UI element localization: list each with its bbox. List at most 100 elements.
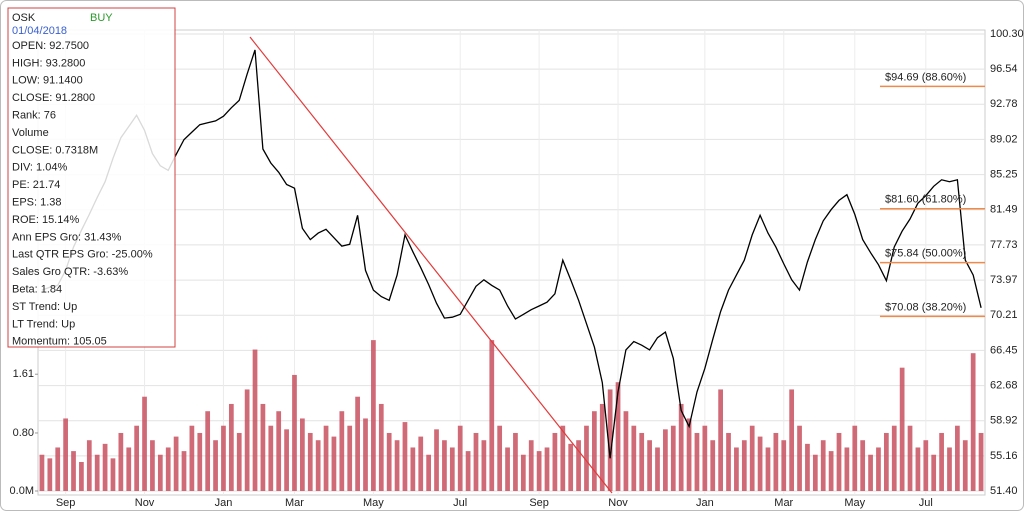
- info-line: Ann EPS Gro: 31.43%: [12, 231, 122, 243]
- x-tick-label: Nov: [135, 497, 155, 509]
- info-line: CLOSE: 91.2800: [12, 92, 95, 104]
- volume-bar: [734, 447, 739, 491]
- volume-bar: [876, 447, 881, 491]
- signal: BUY: [90, 12, 113, 24]
- volume-bar: [126, 447, 132, 491]
- x-tick-label: Nov: [608, 497, 628, 509]
- volume-bar: [860, 440, 866, 491]
- x-tick-label: Jan: [696, 497, 714, 509]
- trend-line: [249, 36, 613, 494]
- volume-bar: [773, 432, 779, 491]
- volume-bar: [165, 447, 171, 491]
- volume-bar: [189, 425, 195, 491]
- volume-bar: [94, 454, 100, 491]
- volume-bar: [678, 403, 684, 491]
- y-tick-label: 0.0M: [10, 485, 34, 497]
- fib-label: $75.84 (50.00%): [885, 247, 966, 259]
- volume-bar: [726, 432, 731, 491]
- volume-bar: [213, 440, 218, 491]
- volume-bar: [339, 411, 345, 491]
- x-tick-label: May: [844, 497, 865, 509]
- x-tick-label: Jan: [215, 497, 233, 509]
- volume-bar: [931, 454, 937, 491]
- volume-bar: [355, 396, 360, 491]
- volume-bar: [426, 454, 432, 491]
- volume-bar: [883, 432, 889, 491]
- volume-bar: [852, 425, 858, 491]
- volume-bar: [520, 454, 526, 491]
- volume-bar: [528, 440, 534, 491]
- volume-bar: [599, 403, 605, 491]
- x-tick-label: Mar: [774, 497, 793, 509]
- volume-bar: [410, 447, 416, 491]
- info-line: Beta: 1.84: [12, 284, 62, 296]
- price-line: [41, 49, 982, 459]
- y-tick-label: 0.80: [13, 427, 34, 439]
- y-tick-label: 1.61: [13, 368, 34, 380]
- volume-bar: [142, 396, 147, 491]
- volume-bar: [378, 403, 384, 491]
- volume-bar: [899, 367, 905, 491]
- volume-bar: [947, 447, 952, 491]
- volume-bar: [244, 389, 250, 491]
- volume-bar: [710, 440, 716, 491]
- volume-bar: [615, 382, 621, 491]
- volume-bar: [371, 340, 376, 491]
- volume-bar: [150, 440, 155, 491]
- info-line: Volume: [12, 127, 49, 139]
- volume-bar: [457, 425, 463, 491]
- info-line: Last QTR EPS Gro: -25.00%: [12, 249, 153, 261]
- volume-bar: [465, 451, 471, 491]
- volume-bar: [647, 440, 652, 491]
- info-box: OSK BUY 01/04/2018 OPEN: 92.7500 HIGH: 93…: [7, 7, 176, 348]
- volume-bar: [110, 458, 116, 491]
- volume-bar: [292, 374, 297, 491]
- plot-area: [37, 29, 986, 496]
- info-line: LOW: 91.1400: [12, 75, 83, 87]
- info-line: DIV: 1.04%: [12, 162, 67, 174]
- volume-bar: [694, 432, 700, 491]
- x-tick-label: Sep: [529, 497, 549, 509]
- volume-bar: [473, 432, 479, 491]
- fib-label: $81.60 (61.80%): [885, 194, 966, 206]
- y2-tick-label: 62.68: [990, 379, 1018, 391]
- volume-bars: [39, 340, 984, 491]
- volume-bar: [276, 411, 282, 491]
- y2-tick-label: 70.21: [990, 309, 1018, 321]
- volume-bar: [157, 454, 163, 491]
- volume-bar: [118, 432, 124, 491]
- volume-bar: [260, 403, 266, 491]
- info-line: CLOSE: 0.7318M: [12, 144, 98, 156]
- x-tick-label: Sep: [56, 497, 76, 509]
- volume-bar: [820, 440, 826, 491]
- volume-bar: [552, 432, 558, 491]
- volume-bar: [173, 436, 179, 491]
- volume-bar: [781, 440, 787, 491]
- volume-bar: [891, 425, 897, 491]
- info-line: LT Trend: Up: [12, 318, 75, 330]
- volume-bar: [623, 411, 629, 491]
- y2-tick-label: 85.25: [990, 169, 1018, 181]
- x-tick-label: Mar: [285, 497, 304, 509]
- x-tick-label: Jul: [919, 497, 933, 509]
- volume-bar: [607, 389, 613, 491]
- info-line: PE: 21.74: [12, 179, 60, 191]
- volume-bar: [544, 447, 550, 491]
- volume-bar: [765, 447, 771, 491]
- volume-bar: [663, 429, 668, 491]
- volume-bar: [315, 440, 321, 491]
- volume-bar: [181, 451, 187, 491]
- fib-label: $70.08 (38.20%): [885, 301, 966, 313]
- volume-bar: [505, 447, 510, 491]
- volume-bar: [55, 447, 61, 491]
- volume-bar: [844, 447, 850, 491]
- price: [41, 49, 982, 459]
- axes: 100.30 96.54 92.78 89.02 85.25 81.49 77.73 73.9…: [10, 28, 1024, 509]
- volume-bar: [268, 425, 274, 491]
- volume-bar: [205, 411, 211, 491]
- volume-bar: [955, 425, 960, 491]
- fib-levels: $94.69 (88.60%) $81.60 (61.80%) $75.84 (50…: [880, 71, 985, 318]
- volume-bar: [812, 454, 818, 491]
- volume-bar: [236, 432, 242, 491]
